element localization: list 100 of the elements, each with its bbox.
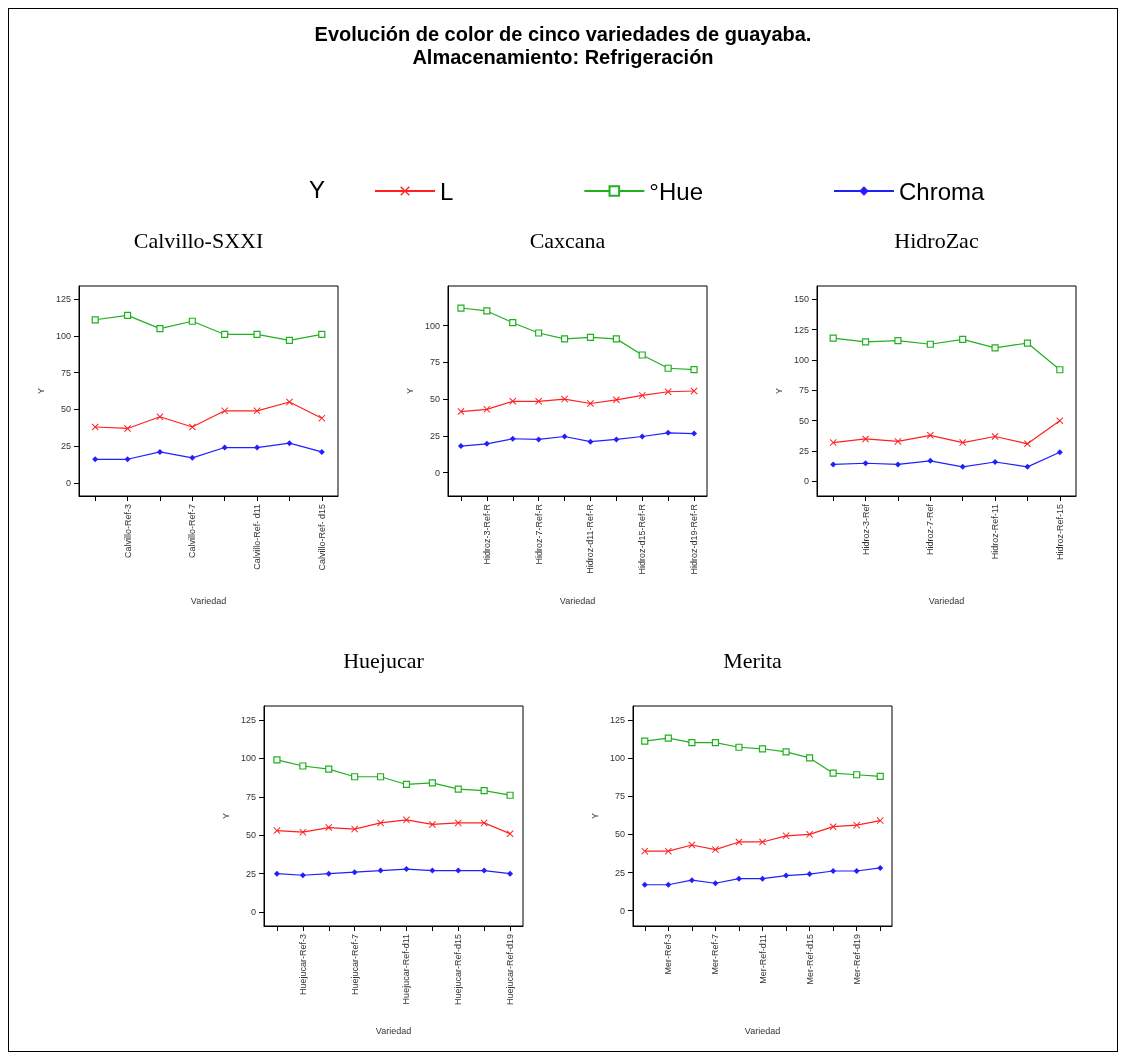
point [612, 335, 620, 343]
y-tick-label: 25 [60, 441, 71, 452]
point [926, 340, 934, 348]
point [481, 867, 488, 874]
y-axis-title: Y [35, 387, 46, 395]
point [273, 756, 281, 764]
y-tick-label: 75 [798, 385, 809, 396]
y-tick-label: 75 [60, 367, 71, 378]
point [587, 438, 594, 445]
point [759, 838, 766, 846]
point [509, 397, 517, 405]
point [830, 461, 837, 468]
point [806, 871, 813, 878]
x-axis-title: Variedad [744, 1025, 781, 1036]
point [758, 745, 767, 753]
point [124, 456, 131, 463]
point [613, 436, 620, 443]
x-tick-label: Hidroz-3-Ref-R [481, 503, 492, 565]
point [535, 436, 542, 443]
point [876, 772, 884, 780]
x-tick-label: Huejucar-Ref-d19 [505, 934, 516, 1006]
chart-title: Caxcana [529, 227, 606, 253]
point [830, 868, 837, 874]
x-tick-label: Calvillo-Ref- d15 [316, 504, 327, 571]
point [783, 872, 790, 879]
point [641, 737, 649, 745]
x-tick-label: Huejucar-Ref-d15 [453, 934, 464, 1006]
point [189, 454, 196, 461]
x-tick-label: Mer-Ref-d11 [757, 934, 768, 984]
y-tick-label: 150 [793, 294, 809, 305]
point [221, 444, 228, 451]
x-tick-label: Hidroz-7-Ref-R [533, 503, 544, 565]
y-tick-label: 0 [65, 477, 71, 488]
point [156, 413, 164, 421]
point [285, 398, 293, 406]
point [1056, 366, 1064, 374]
point [782, 748, 790, 756]
y-tick-label: 125 [55, 294, 71, 305]
point [1056, 417, 1064, 425]
y-tick-label: 25 [798, 446, 809, 457]
x-axis-title: Variedad [375, 1025, 412, 1036]
point [691, 430, 698, 437]
x-tick-label: Hidroz-d19-Ref-R [689, 503, 700, 575]
x-tick-label: Hidroz-d15-Ref-R [637, 503, 648, 575]
x-tick-label: Hidroz-3-Ref [860, 503, 871, 556]
point [402, 816, 410, 824]
y-tick-label: 100 [609, 752, 625, 763]
y-tick-label: 75 [245, 791, 256, 802]
point [376, 773, 385, 781]
point [286, 440, 293, 447]
point [876, 817, 884, 825]
point [992, 459, 999, 466]
point [853, 771, 861, 779]
point [299, 762, 307, 770]
point [506, 791, 514, 799]
point [688, 877, 695, 884]
point [507, 870, 514, 877]
point [894, 437, 902, 445]
x-tick-label: Mer-Ref-d19 [851, 934, 862, 985]
x-axis-title: Variedad [928, 595, 965, 606]
point [428, 779, 436, 787]
x-tick-label: Hidroz-d11-Ref-R [585, 503, 596, 574]
y-tick-label: 0 [434, 467, 440, 478]
point [325, 765, 333, 773]
point [254, 444, 261, 451]
x-tick-label: Calvillo-Ref-7 [187, 504, 198, 559]
y-tick-label: 75 [614, 791, 625, 802]
point [829, 769, 837, 777]
legend-label: L [440, 177, 454, 205]
y-tick-label: 0 [619, 905, 625, 916]
point [273, 827, 281, 835]
chart-title: Huejucar [343, 647, 425, 673]
point [664, 364, 672, 372]
point [480, 787, 488, 795]
x-axis-title: Variedad [190, 595, 227, 606]
point [805, 754, 814, 762]
y-tick-label: 0 [250, 907, 256, 918]
point [665, 429, 672, 436]
x-tick-label: Hidroz-Ref-11 [990, 504, 1001, 560]
point [877, 864, 884, 871]
point [829, 334, 837, 342]
point [735, 875, 742, 882]
point [454, 819, 462, 827]
x-tick-label: Huejucar-Ref-7 [349, 934, 360, 996]
point [1023, 339, 1032, 347]
point [612, 396, 620, 404]
y-tick-label: 100 [793, 355, 809, 366]
point [457, 304, 465, 312]
y-tick-label: 100 [55, 330, 71, 341]
x-tick-label: Hidroz-Ref-15 [1054, 504, 1065, 561]
x-tick-label: Hidroz-7-Ref [925, 503, 936, 556]
point [639, 433, 646, 440]
point [156, 448, 163, 455]
x-axis-title: Variedad [559, 595, 596, 606]
point [483, 307, 491, 315]
y-tick-label: 50 [798, 415, 809, 426]
point [894, 337, 902, 345]
point [959, 463, 966, 470]
point [665, 881, 672, 888]
y-axis-title: Y [404, 387, 415, 395]
